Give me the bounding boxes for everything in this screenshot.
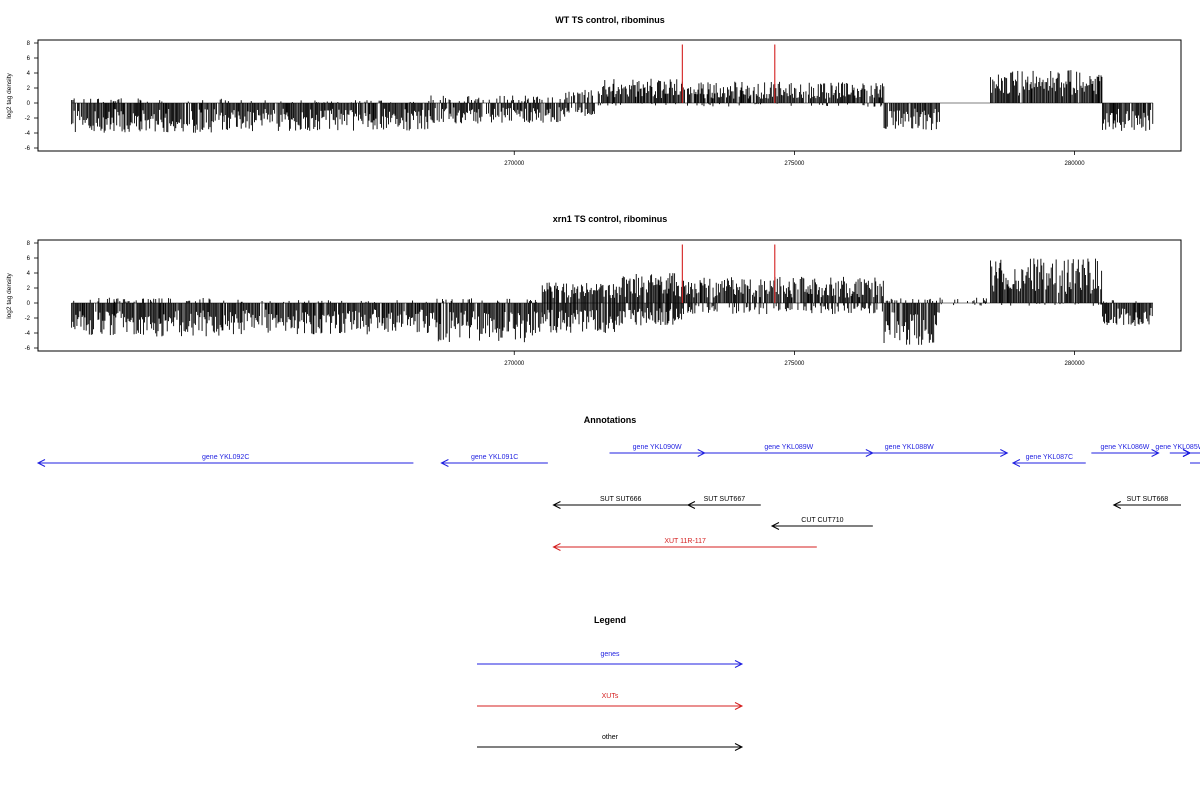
y-tick-label: 4 bbox=[27, 271, 31, 277]
y-tick-label: 6 bbox=[27, 56, 31, 62]
y-tick-label: 8 bbox=[27, 241, 31, 247]
y-tick-label: 6 bbox=[27, 256, 31, 262]
xrn1-bars bbox=[71, 244, 1153, 345]
legend-label: XUTs bbox=[602, 693, 619, 700]
y-tick-label: 2 bbox=[27, 86, 31, 92]
annotation-label: gene YKL091C bbox=[471, 454, 518, 461]
legend-label: genes bbox=[600, 651, 620, 658]
annotation-other: SUT SUT668 bbox=[1112, 496, 1181, 509]
y-tick-label: 4 bbox=[27, 71, 31, 77]
xrn1-panel: xrn1 TS control, ribominus log2 tag dens… bbox=[6, 214, 1182, 367]
annotation-label: gene YKL088W bbox=[885, 444, 934, 451]
annotation-gene: gene YKL086W bbox=[1091, 444, 1160, 457]
y-tick-label: 2 bbox=[27, 286, 31, 292]
annotation-gene: gene YKL091C bbox=[440, 454, 548, 467]
y-tick-label: 0 bbox=[27, 101, 31, 107]
y-tick-label: -6 bbox=[25, 346, 31, 352]
annotation-label: gene YKL085W bbox=[1155, 444, 1200, 451]
y-tick-label: -6 bbox=[25, 146, 31, 152]
legend-item-xut: XUTs bbox=[477, 693, 744, 710]
annotation-gene: gene YKL088W bbox=[811, 444, 1009, 457]
xrn1-panel-title: xrn1 TS control, ribominus bbox=[553, 214, 668, 224]
annotations-title: Annotations bbox=[584, 415, 637, 425]
annotation-label: gene YKL092C bbox=[202, 454, 249, 461]
legend-label: other bbox=[602, 734, 619, 741]
annotation-xut: XUT 11R-117 bbox=[552, 538, 817, 551]
annotation-label: gene YKL086W bbox=[1101, 444, 1150, 451]
annotation-gene: gene YKL089W bbox=[704, 444, 874, 457]
annotation-label: SUT SUT668 bbox=[1127, 496, 1169, 503]
x-tick-label: 275000 bbox=[784, 361, 805, 367]
annotation-label: gene YKL089W bbox=[764, 444, 813, 451]
x-tick-label: 280000 bbox=[1065, 361, 1086, 367]
y-tick-label: -2 bbox=[25, 116, 31, 122]
wt-panel: WT TS control, ribominus log2 tag densit… bbox=[6, 15, 1182, 167]
annotation-gene: gene YKL090W bbox=[609, 444, 706, 457]
annotation-gene: gene YKL092C bbox=[36, 454, 414, 467]
wt-axes: -6 -4 -2 0 2 4 6 8 270000 275000 280000 bbox=[25, 41, 1086, 167]
annotation-gene: gene YKL087C bbox=[1011, 454, 1086, 467]
legend: Legend genes XUTs other bbox=[477, 615, 744, 751]
y-tick-label: -4 bbox=[25, 131, 31, 137]
wt-y-axis-label: log2 tag density bbox=[6, 72, 13, 118]
x-tick-label: 280000 bbox=[1065, 161, 1086, 167]
annotation-gene: gene YKL083W bbox=[1182, 449, 1200, 457]
annotation-other: SUT SUT667 bbox=[686, 496, 761, 509]
legend-title: Legend bbox=[594, 615, 626, 625]
y-tick-label: 0 bbox=[27, 301, 31, 307]
xrn1-axes: -6 -4 -2 0 2 4 6 8 270000 275000 280000 bbox=[25, 241, 1086, 367]
xrn1-y-axis-label: log2 tag density bbox=[6, 272, 13, 318]
annotation-label: gene YKL087C bbox=[1026, 454, 1073, 461]
y-tick-label: -4 bbox=[25, 331, 31, 337]
x-tick-label: 275000 bbox=[784, 161, 805, 167]
annotation-gene: gene YKL082C bbox=[1190, 462, 1200, 464]
annotation-label: XUT 11R-117 bbox=[664, 538, 706, 545]
wt-bars bbox=[71, 44, 1154, 133]
wt-panel-title: WT TS control, ribominus bbox=[555, 15, 665, 25]
annotation-label: CUT CUT710 bbox=[801, 517, 843, 524]
annotation-label: gene YKL090W bbox=[633, 444, 682, 451]
x-tick-label: 270000 bbox=[504, 161, 525, 167]
legend-item-other: other bbox=[477, 734, 744, 751]
y-tick-label: -2 bbox=[25, 316, 31, 322]
y-tick-label: 8 bbox=[27, 41, 31, 47]
annotations-track: Annotations gene YKL092C gene YKL091C gene… bbox=[36, 415, 1200, 551]
annotation-other: CUT CUT710 bbox=[770, 517, 873, 530]
legend-item-gene: genes bbox=[477, 651, 744, 668]
annotation-label: SUT SUT666 bbox=[600, 496, 642, 503]
annotation-gene: gene YKL085W bbox=[1155, 444, 1200, 457]
annotation-label: SUT SUT667 bbox=[704, 496, 746, 503]
annotation-other: SUT SUT666 bbox=[552, 496, 688, 509]
x-tick-label: 270000 bbox=[504, 361, 525, 367]
